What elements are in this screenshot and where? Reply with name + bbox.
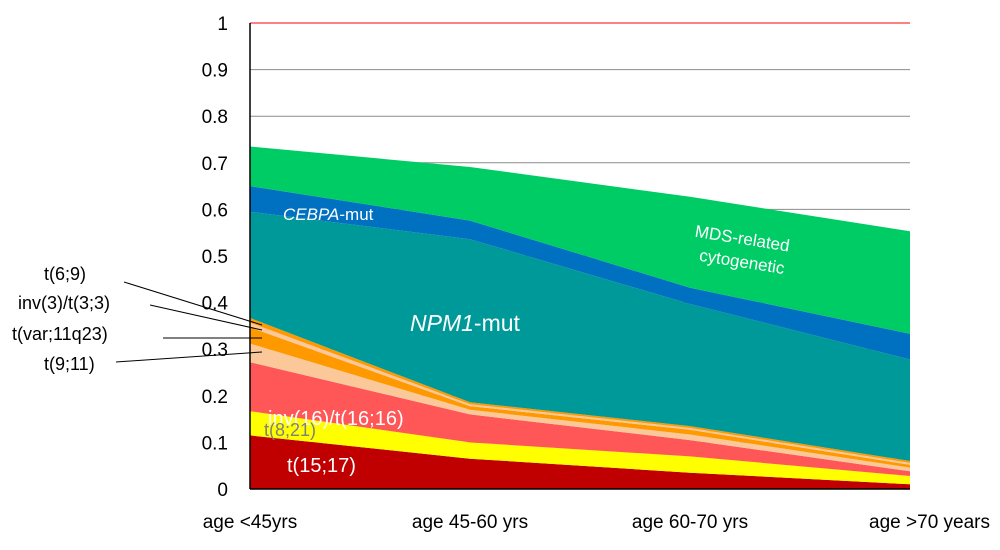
annotation-inv16: inv(16)/t(16;16) — [268, 408, 404, 430]
y-tick-label: 0.9 — [202, 61, 228, 82]
x-tick-label: age >70 years — [869, 512, 990, 533]
y-tick-label: 0.1 — [202, 433, 228, 454]
callout-tvar: t(var;11q23) — [12, 324, 108, 344]
x-tick-label: age 60-70 yrs — [632, 512, 748, 533]
area-series — [250, 146, 910, 489]
annotation-t821: t(8;21) — [264, 420, 316, 440]
annotation-t1517: t(15;17) — [287, 455, 356, 477]
area-t-9-11 — [250, 343, 910, 472]
x-tick-labels: age <45yrs age 45-60 yrs age 60-70 yrs age … — [203, 512, 990, 533]
callout-t69: t(6;9) — [44, 264, 86, 284]
annotation-cebpa: CEBPA-mut — [283, 205, 374, 224]
callout-inv3: inv(3)/t(3;3) — [18, 293, 110, 313]
y-tick-label: 0.8 — [202, 107, 228, 128]
area-npm1-mut — [250, 211, 910, 461]
x-tick-label: age <45yrs — [203, 512, 298, 533]
area-t-8-21 — [250, 411, 910, 485]
y-tick-label: 0.2 — [202, 387, 228, 408]
area-inv-16-t-16-16 — [250, 362, 910, 476]
leader-line-t911 — [115, 351, 263, 363]
annotation-npm1: NPM1-mut — [410, 310, 521, 336]
y-tick-label: 0.5 — [202, 247, 228, 268]
area-cebpa-mut — [250, 186, 910, 360]
y-tick-label: 0.3 — [202, 340, 228, 361]
leader-line-inv3 — [149, 304, 263, 331]
y-tick-label: 0.6 — [202, 200, 228, 221]
y-tick-label: 0.4 — [202, 294, 229, 315]
y-tick-labels: 0 0.1 0.2 0.3 0.4 0.5 0.6 0.7 0.8 0.9 1 — [202, 14, 229, 501]
area-mds-related-cytogenetic — [250, 146, 910, 334]
leader-line-t69 — [123, 281, 263, 326]
x-tick-label: age 45-60 yrs — [412, 512, 528, 533]
y-tick-label: 0 — [217, 480, 228, 501]
y-tick-label: 0.7 — [202, 154, 228, 175]
y-tick-label: 1 — [217, 14, 228, 35]
callout-t911: t(9;11) — [44, 354, 95, 374]
